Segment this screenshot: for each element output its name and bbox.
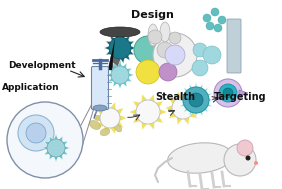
Circle shape (136, 60, 160, 84)
Polygon shape (106, 61, 134, 89)
Polygon shape (239, 90, 248, 96)
Circle shape (224, 144, 256, 176)
Circle shape (192, 60, 208, 76)
Circle shape (26, 123, 46, 143)
Circle shape (134, 36, 162, 64)
Ellipse shape (168, 143, 232, 173)
Circle shape (214, 79, 242, 107)
Text: Application: Application (2, 83, 60, 91)
Circle shape (223, 88, 233, 98)
Circle shape (136, 100, 160, 124)
Ellipse shape (114, 124, 122, 132)
Polygon shape (108, 38, 115, 70)
Ellipse shape (93, 105, 107, 111)
Circle shape (254, 161, 258, 165)
Circle shape (100, 108, 120, 128)
Polygon shape (129, 94, 167, 130)
Circle shape (237, 140, 253, 156)
Circle shape (214, 24, 222, 32)
Circle shape (111, 66, 129, 84)
Ellipse shape (160, 22, 170, 42)
Circle shape (18, 115, 54, 151)
Polygon shape (178, 82, 214, 118)
Circle shape (189, 93, 203, 107)
Text: Design: Design (131, 10, 173, 20)
Polygon shape (165, 91, 201, 125)
Circle shape (211, 8, 219, 16)
Polygon shape (93, 102, 127, 134)
Circle shape (193, 43, 207, 57)
Circle shape (157, 42, 173, 58)
Circle shape (203, 46, 221, 64)
Circle shape (246, 156, 250, 160)
Text: Stealth: Stealth (155, 92, 195, 102)
Polygon shape (42, 134, 70, 162)
Circle shape (219, 84, 237, 102)
Circle shape (109, 37, 131, 59)
FancyBboxPatch shape (91, 67, 109, 109)
Ellipse shape (148, 24, 158, 46)
Polygon shape (104, 32, 136, 64)
Ellipse shape (100, 27, 140, 37)
Circle shape (47, 139, 65, 157)
FancyBboxPatch shape (227, 19, 241, 73)
Circle shape (206, 22, 214, 30)
Ellipse shape (100, 128, 110, 136)
Text: Targeting: Targeting (214, 92, 266, 102)
Ellipse shape (89, 120, 101, 130)
Circle shape (7, 102, 83, 178)
Ellipse shape (94, 115, 102, 121)
Circle shape (203, 14, 211, 22)
Circle shape (165, 45, 185, 65)
Circle shape (148, 30, 162, 44)
Circle shape (183, 87, 209, 113)
Text: Development: Development (8, 60, 76, 70)
Circle shape (153, 33, 197, 77)
Polygon shape (108, 38, 122, 70)
Circle shape (169, 32, 181, 44)
Circle shape (218, 16, 226, 24)
Circle shape (159, 63, 177, 81)
Circle shape (172, 97, 194, 119)
